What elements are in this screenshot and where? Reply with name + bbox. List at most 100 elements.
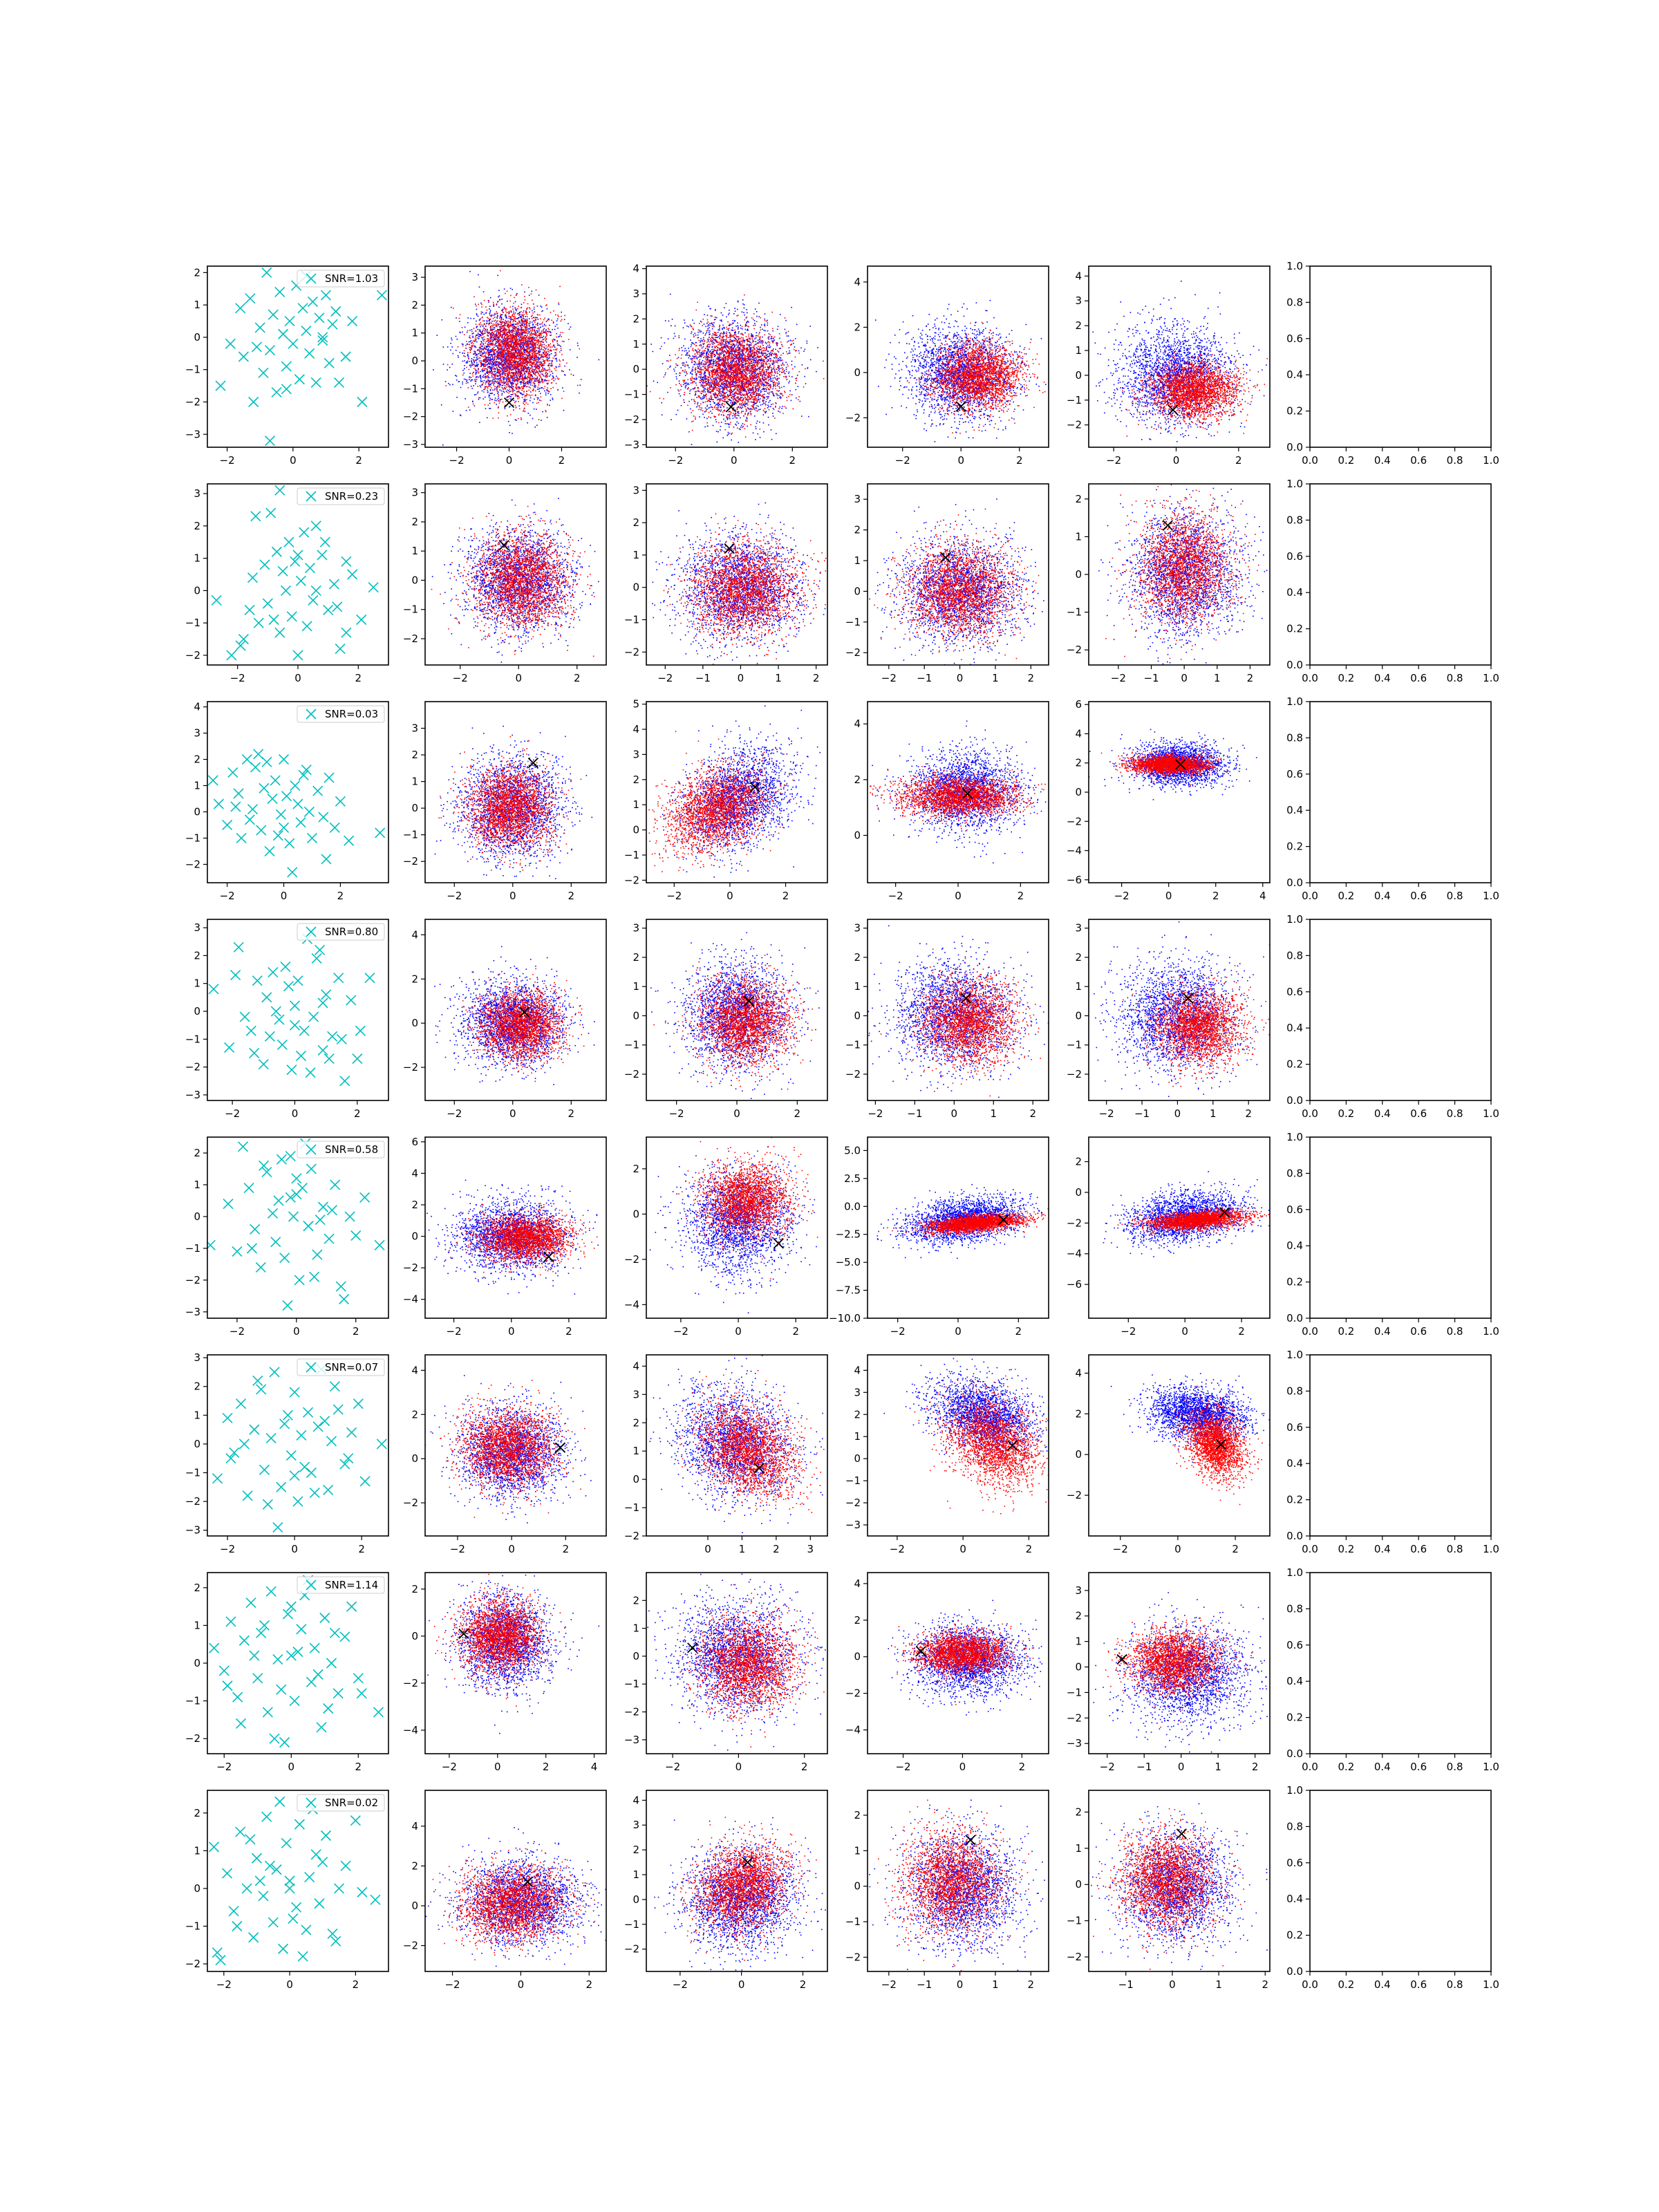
cloud-point [498, 372, 500, 373]
cloud-point [495, 361, 496, 362]
cloud-point [512, 316, 513, 317]
cloud-point [488, 374, 489, 375]
cloud-point [476, 394, 477, 395]
cloud-point [494, 388, 496, 390]
cloud-point [506, 384, 507, 385]
cloud-point [533, 349, 534, 350]
cloud-point [540, 393, 541, 395]
cloud-point [501, 318, 503, 319]
cloud-point [486, 349, 487, 350]
cloud-point [512, 391, 514, 392]
cloud-point [533, 303, 534, 305]
cloud-point [510, 375, 512, 376]
cloud-point [563, 391, 565, 392]
cloud-point [545, 373, 546, 375]
cloud-point [470, 366, 471, 368]
cloud-point [538, 384, 539, 386]
cloud-point [521, 327, 523, 328]
cloud-point [487, 330, 488, 332]
cloud-point [525, 329, 527, 330]
cloud-point [507, 341, 509, 342]
cloud-point [517, 374, 518, 375]
cloud-point [556, 337, 557, 338]
cloud-point [490, 340, 491, 341]
cloud-point [510, 396, 512, 397]
cloud-point [543, 346, 545, 348]
cloud-point [495, 330, 496, 332]
cloud-point [482, 330, 483, 332]
cloud-point [724, 332, 726, 334]
cloud-point [542, 321, 543, 323]
cloud-point [527, 328, 528, 330]
cloud-point [512, 335, 513, 337]
cloud-point [548, 369, 550, 371]
cloud-point [499, 336, 500, 337]
cloud-point [526, 393, 527, 395]
cloud-point [477, 337, 478, 339]
cloud-point [778, 383, 780, 384]
cloud-point [543, 330, 544, 331]
cloud-point [539, 388, 541, 389]
cloud-point [552, 329, 553, 330]
cloud-point [526, 399, 527, 400]
cloud-point [516, 341, 518, 342]
cloud-point [517, 322, 518, 324]
cloud-point [526, 360, 527, 362]
cloud-point [538, 366, 539, 367]
cloud-point [535, 391, 536, 392]
cloud-point [686, 383, 687, 384]
cloud-point [487, 366, 489, 368]
cloud-point [484, 328, 485, 329]
cloud-point [536, 317, 538, 319]
cloud-point [497, 315, 498, 317]
cloud-point [529, 364, 531, 366]
cloud-point [472, 373, 474, 375]
cloud-point [500, 348, 502, 350]
cloud-point [489, 400, 491, 401]
cloud-point [476, 371, 477, 372]
cloud-point [504, 366, 505, 367]
cloud-point [538, 388, 540, 390]
cloud-point [731, 433, 732, 435]
cloud-point [529, 372, 531, 373]
cloud-point [534, 387, 536, 388]
cloud-point [550, 346, 552, 348]
sample-point [328, 319, 337, 329]
cloud-point [494, 394, 495, 395]
cloud-point [512, 306, 514, 308]
cloud-point [525, 371, 527, 372]
cloud-point [495, 337, 496, 339]
cloud-point [536, 397, 538, 399]
cloud-point [503, 353, 504, 354]
cloud-point [462, 344, 464, 345]
cloud-point [503, 346, 504, 348]
cloud-point [534, 326, 536, 328]
cloud-point [481, 304, 482, 306]
cloud-point [516, 364, 518, 366]
cloud-point [515, 405, 516, 406]
cloud-point [544, 354, 545, 355]
cloud-point [526, 391, 527, 392]
cloud-point [534, 353, 536, 354]
cloud-point [776, 433, 777, 434]
cloud-point [528, 344, 529, 345]
cloud-point [691, 444, 693, 445]
cloud-point [541, 388, 543, 389]
cloud-point [541, 357, 543, 358]
cloud-point [485, 332, 486, 334]
cloud-point [466, 341, 467, 342]
cloud-point [532, 402, 534, 404]
cloud-point [523, 351, 525, 353]
cloud-point [518, 366, 519, 368]
cloud-point [708, 408, 709, 409]
cloud-point [534, 381, 535, 382]
cloud-point [503, 355, 505, 357]
cloud-point [545, 411, 547, 413]
cloud-point [510, 334, 512, 335]
cloud-point [493, 377, 494, 379]
cloud-point [478, 350, 480, 351]
cloud-point [521, 319, 523, 321]
cloud-point [552, 375, 554, 377]
cloud-point [518, 315, 520, 316]
